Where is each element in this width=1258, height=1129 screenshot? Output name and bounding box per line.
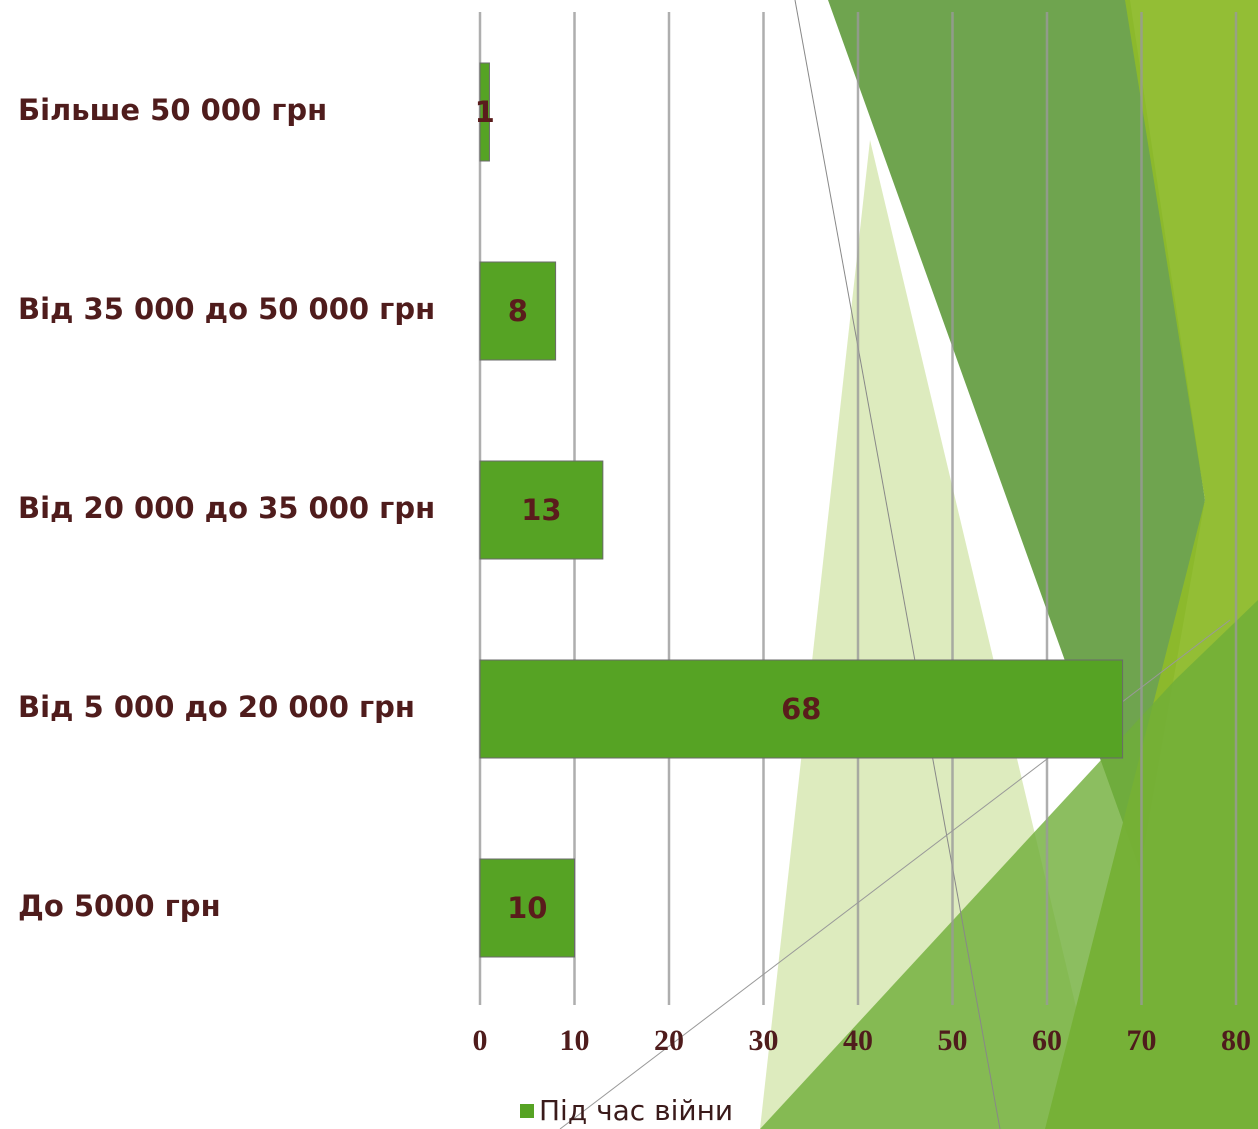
bar: [479, 460, 604, 560]
bar: [479, 659, 1124, 759]
x-tick-label: 50: [938, 1024, 968, 1057]
x-tick-label: 10: [560, 1024, 590, 1057]
bar: [479, 261, 557, 361]
category-label: Більше 50 000 грн: [18, 93, 327, 127]
legend-label: Під час війни: [539, 1094, 733, 1127]
legend-swatch: [520, 1104, 534, 1118]
x-tick-label: 40: [843, 1024, 873, 1057]
x-tick-label: 60: [1032, 1024, 1062, 1057]
value-label: 10: [507, 891, 547, 925]
category-label: Від 35 000 до 50 000 грн: [18, 292, 435, 326]
x-tick-label: 30: [749, 1024, 779, 1057]
bar: [479, 62, 490, 162]
bar: [479, 858, 575, 958]
value-label: 1: [475, 95, 495, 129]
x-tick-label: 20: [654, 1024, 684, 1057]
x-tick-label: 0: [473, 1024, 488, 1057]
shape: [760, 600, 1258, 1129]
decoration: [559, 0, 1258, 1129]
shape: [794, 0, 1001, 1129]
value-label: 68: [781, 692, 821, 726]
category-label: Від 5 000 до 20 000 грн: [18, 690, 415, 724]
x-tick-label: 80: [1221, 1024, 1251, 1057]
category-label: Від 20 000 до 35 000 грн: [18, 491, 435, 525]
x-tick-label: 70: [1127, 1024, 1157, 1057]
category-label: До 5000 грн: [18, 889, 221, 923]
shape: [828, 0, 1205, 870]
value-label: 8: [508, 294, 528, 328]
value-label: 13: [521, 493, 561, 527]
